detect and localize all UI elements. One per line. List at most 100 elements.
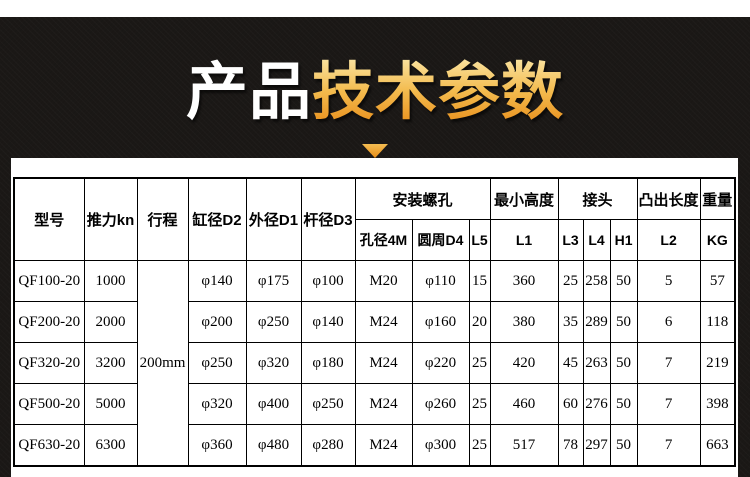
cell-h1: 50 [609, 260, 638, 302]
cell-bore-d2: φ140 [187, 260, 247, 302]
cell-thrust: 2000 [83, 301, 138, 343]
cell-model: QF500-20 [13, 383, 85, 425]
cell-outer-d1: φ175 [245, 260, 302, 302]
header-protrusion: 凸出长度 [636, 177, 701, 220]
header-l2: L2 [636, 219, 701, 261]
cell-hole-4m: M24 [354, 383, 413, 425]
cell-thrust: 3200 [83, 342, 138, 384]
header-l5: L5 [468, 219, 491, 261]
content-panel: 型号 推力kn 行程 缸径D2 外径D1 杆径D3 安装螺孔 最小高度 接头 凸… [11, 158, 738, 477]
cell-l2: 7 [636, 342, 701, 384]
cell-l5: 25 [468, 342, 491, 384]
cell-kg: 219 [699, 342, 736, 384]
cell-model: QF630-20 [13, 424, 85, 467]
cell-h1: 50 [609, 342, 638, 384]
cell-l1: 420 [489, 342, 559, 384]
cell-outer-d1: φ400 [245, 383, 302, 425]
cell-bore-d2: φ250 [187, 342, 247, 384]
cell-l1: 460 [489, 383, 559, 425]
cell-kg: 398 [699, 383, 736, 425]
cell-l1: 517 [489, 424, 559, 467]
cell-model: QF100-20 [13, 260, 85, 302]
cell-l3: 25 [557, 260, 584, 302]
cell-l5: 25 [468, 383, 491, 425]
cell-l2: 6 [636, 301, 701, 343]
cell-bore-d2: φ320 [187, 383, 247, 425]
table-row: QF200-20 2000 φ200 φ250 φ140 M24 φ160 20… [13, 301, 736, 343]
cell-rod-d3: φ100 [300, 260, 356, 302]
header-l1: L1 [489, 219, 559, 261]
cell-l1: 360 [489, 260, 559, 302]
cell-hole-4m: M20 [354, 260, 413, 302]
cell-l4: 263 [582, 342, 611, 384]
cell-l3: 60 [557, 383, 584, 425]
spec-table: 型号 推力kn 行程 缸径D2 外径D1 杆径D3 安装螺孔 最小高度 接头 凸… [13, 177, 737, 467]
title-part-gold: 技术参数 [312, 58, 565, 127]
cell-l4: 276 [582, 383, 611, 425]
cell-bore-d2: φ200 [187, 301, 247, 343]
cell-l1: 380 [489, 301, 559, 343]
cell-outer-d1: φ480 [245, 424, 302, 467]
cell-kg: 57 [699, 260, 736, 302]
cell-circle-d4: φ260 [411, 383, 470, 425]
header-model: 型号 [13, 177, 85, 261]
header-kg: KG [699, 219, 736, 261]
cell-l5: 15 [468, 260, 491, 302]
cell-l3: 45 [557, 342, 584, 384]
cell-outer-d1: φ250 [245, 301, 302, 343]
header-mount-holes: 安装螺孔 [354, 177, 491, 220]
header-weight: 重量 [699, 177, 736, 220]
cell-l2: 7 [636, 424, 701, 467]
cell-model: QF320-20 [13, 342, 85, 384]
header-rod-d3: 杆径D3 [300, 177, 356, 261]
cell-l3: 78 [557, 424, 584, 467]
cell-rod-d3: φ250 [300, 383, 356, 425]
cell-circle-d4: φ220 [411, 342, 470, 384]
header-stroke: 行程 [136, 177, 189, 261]
table-row: QF630-20 6300 φ360 φ480 φ280 M24 φ300 25… [13, 424, 736, 467]
cell-stroke-merged: 200mm [136, 260, 189, 467]
header-circle-d4: 圆周D4 [411, 219, 470, 261]
cell-l2: 7 [636, 383, 701, 425]
cell-l4: 258 [582, 260, 611, 302]
top-white-strip [0, 0, 750, 17]
table-header-row-2: 孔径4M 圆周D4 L5 L1 L3 L4 H1 L2 KG [14, 219, 736, 261]
cell-kg: 118 [699, 301, 736, 343]
table-row: QF320-20 3200 φ250 φ320 φ180 M24 φ220 25… [13, 342, 736, 384]
title-part-white: 产品 [185, 58, 312, 127]
cell-l4: 289 [582, 301, 611, 343]
cell-h1: 50 [609, 383, 638, 425]
cell-l3: 35 [557, 301, 584, 343]
header-thrust: 推力kn [83, 177, 138, 261]
cell-circle-d4: φ300 [411, 424, 470, 467]
header-outer-d1: 外径D1 [245, 177, 302, 261]
header-joint: 接头 [557, 177, 638, 220]
header-h1: H1 [609, 219, 638, 261]
header-hole-dia-4m: 孔径4M [354, 219, 413, 261]
triangle-down-icon [362, 144, 388, 158]
cell-hole-4m: M24 [354, 424, 413, 467]
cell-h1: 50 [609, 424, 638, 467]
table-header-row-1: 型号 推力kn 行程 缸径D2 外径D1 杆径D3 安装螺孔 最小高度 接头 凸… [13, 177, 736, 261]
cell-outer-d1: φ320 [245, 342, 302, 384]
cell-l2: 5 [636, 260, 701, 302]
cell-rod-d3: φ280 [300, 424, 356, 467]
cell-bore-d2: φ360 [187, 424, 247, 467]
cell-l4: 297 [582, 424, 611, 467]
cell-model: QF200-20 [13, 301, 85, 343]
cell-hole-4m: M24 [354, 301, 413, 343]
header-bore-d2: 缸径D2 [187, 177, 247, 261]
page-title: 产品技术参数 [0, 53, 750, 133]
cell-circle-d4: φ110 [411, 260, 470, 302]
cell-l5: 20 [468, 301, 491, 343]
table-row: QF100-20 1000 200mm φ140 φ175 φ100 M20 φ… [13, 260, 736, 467]
cell-thrust: 1000 [83, 260, 138, 302]
cell-l5: 25 [468, 424, 491, 467]
cell-circle-d4: φ160 [411, 301, 470, 343]
cell-kg: 663 [699, 424, 736, 467]
cell-thrust: 5000 [83, 383, 138, 425]
cell-rod-d3: φ140 [300, 301, 356, 343]
cell-thrust: 6300 [83, 424, 138, 467]
cell-rod-d3: φ180 [300, 342, 356, 384]
